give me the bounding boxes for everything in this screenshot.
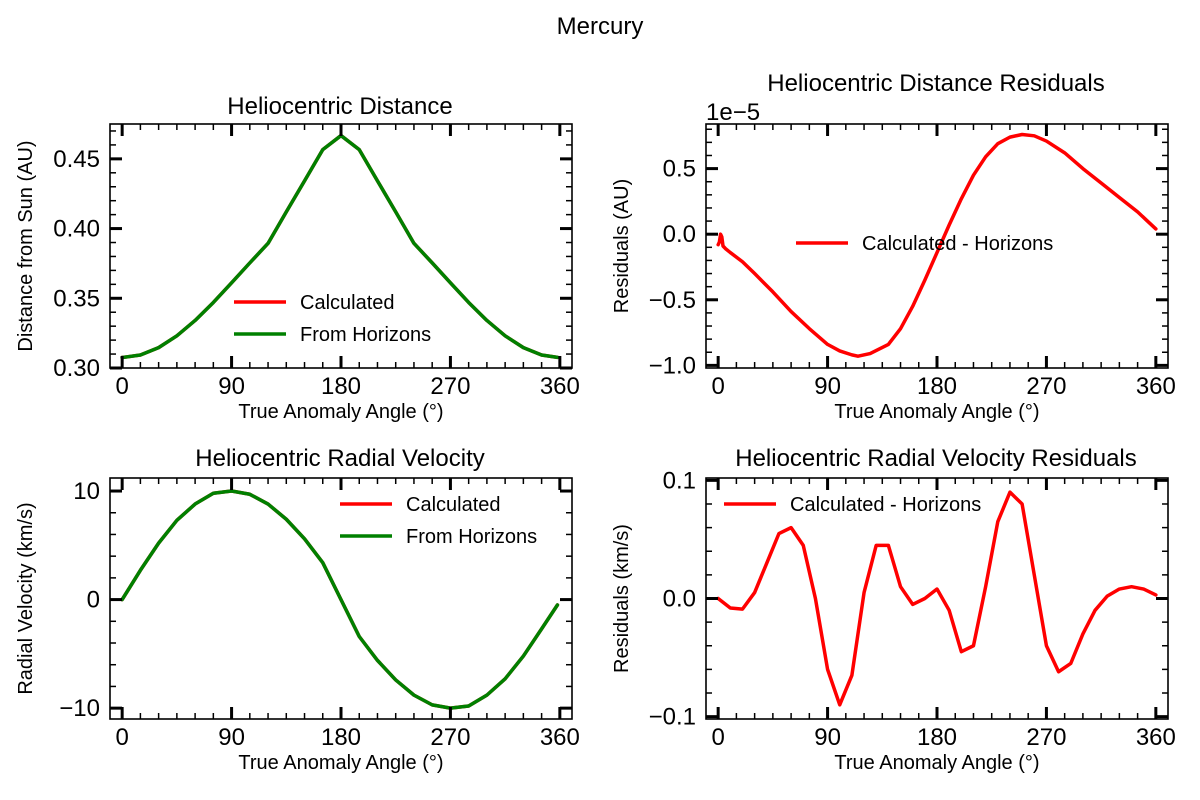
x-axis-label: True Anomaly Angle (°) bbox=[238, 752, 443, 774]
chart-heliocentric-distance-residuals: 0 90 180 270 360 −1.0 −0.5 0.0 0.5 True Anomaly A… bbox=[611, 123, 1176, 423]
x-axis-label: True Anomaly Angle (°) bbox=[834, 752, 1039, 774]
y-tick-label: 0.30 bbox=[53, 355, 100, 382]
x-tick-label: 270 bbox=[430, 724, 470, 751]
x-tick-label: 0 bbox=[711, 373, 724, 400]
y-axis-label: Distance from Sun (AU) bbox=[15, 140, 37, 351]
chart-heliocentric-radial-velocity-residuals: 0 90 180 270 360 −0.1 0.0 0.1 True Anomaly Angle… bbox=[611, 467, 1176, 774]
x-tick-label: 90 bbox=[218, 373, 245, 400]
y-axis-label: Residuals (AU) bbox=[611, 179, 633, 313]
legend-entry: Calculated - Horizons bbox=[790, 494, 981, 516]
y-tick-label: 0 bbox=[87, 587, 100, 614]
x-tick-label: 360 bbox=[1136, 724, 1176, 751]
x-tick-label: 180 bbox=[321, 373, 361, 400]
panel-velocity-title: Heliocentric Radial Velocity bbox=[195, 445, 484, 472]
x-tick-label: 270 bbox=[1026, 373, 1066, 400]
y-tick-label: −0.1 bbox=[649, 704, 696, 731]
y-tick-label: 0.0 bbox=[663, 586, 696, 613]
y-tick-label: −1.0 bbox=[649, 352, 696, 379]
legend-entry: Calculated - Horizons bbox=[862, 233, 1053, 255]
panel-velocity: Heliocentric Radial Velocity bbox=[195, 445, 484, 472]
x-axis-label: True Anomaly Angle (°) bbox=[238, 401, 443, 423]
y-tick-label: 0.45 bbox=[53, 146, 100, 173]
y-tick-label: 10 bbox=[73, 478, 100, 505]
panel-distance-residuals-offset: 1e−5 bbox=[706, 99, 760, 126]
x-tick-label: 90 bbox=[814, 724, 841, 751]
legend-entry: Calculated bbox=[300, 292, 395, 314]
legend-entry: Calculated bbox=[406, 494, 501, 516]
panel-distance-residuals-title: Heliocentric Distance Residuals bbox=[767, 70, 1104, 97]
x-tick-label: 0 bbox=[115, 373, 128, 400]
y-tick-label: −10 bbox=[59, 695, 100, 722]
x-tick-label: 180 bbox=[917, 373, 957, 400]
series-line-from-horizons bbox=[120, 489, 560, 710]
panel-distance: Heliocentric Distance 1e−5 bbox=[227, 93, 760, 126]
x-tick-label: 360 bbox=[540, 373, 580, 400]
series-line-calculated-horizons bbox=[716, 490, 1158, 707]
legend-entry: From Horizons bbox=[300, 324, 431, 346]
x-tick-label: 90 bbox=[218, 724, 245, 751]
y-tick-label: 0.1 bbox=[663, 467, 696, 494]
y-tick-label: 0.0 bbox=[663, 221, 696, 248]
x-tick-label: 0 bbox=[115, 724, 128, 751]
panel-velocity-residuals-title: Heliocentric Radial Velocity Residuals bbox=[735, 445, 1137, 472]
chart-heliocentric-distance: 0 90 180 270 360 0.30 0.35 0.40 0.45 True Anomaly… bbox=[15, 123, 580, 423]
panel-velocity-residuals: Heliocentric Radial Velocity Residuals bbox=[735, 445, 1137, 472]
y-tick-label: 0.35 bbox=[53, 285, 100, 312]
y-tick-label: −0.5 bbox=[649, 287, 696, 314]
x-tick-label: 270 bbox=[1026, 724, 1066, 751]
x-tick-label: 90 bbox=[814, 373, 841, 400]
x-tick-label: 180 bbox=[321, 724, 361, 751]
y-tick-label: 0.5 bbox=[663, 156, 696, 183]
x-tick-label: 360 bbox=[1136, 373, 1176, 400]
panel-distance-residuals: Heliocentric Distance Residuals bbox=[767, 70, 1104, 97]
y-tick-label: 0.40 bbox=[53, 216, 100, 243]
legend-entry: From Horizons bbox=[406, 526, 537, 548]
series-line-calculated-horizons bbox=[716, 132, 1158, 358]
x-axis-label: True Anomaly Angle (°) bbox=[834, 401, 1039, 423]
y-axis-label: Residuals (km/s) bbox=[611, 524, 633, 673]
x-tick-label: 180 bbox=[917, 724, 957, 751]
figure-suptitle: Mercury bbox=[557, 13, 644, 40]
y-axis-label: Radial Velocity (km/s) bbox=[15, 502, 37, 694]
x-tick-label: 270 bbox=[430, 373, 470, 400]
x-tick-label: 0 bbox=[711, 724, 724, 751]
x-tick-label: 360 bbox=[540, 724, 580, 751]
panel-distance-title: Heliocentric Distance bbox=[227, 93, 452, 120]
chart-heliocentric-radial-velocity: 0 90 180 270 360 −10 0 10 True Anomaly Angle (°)… bbox=[15, 477, 580, 774]
